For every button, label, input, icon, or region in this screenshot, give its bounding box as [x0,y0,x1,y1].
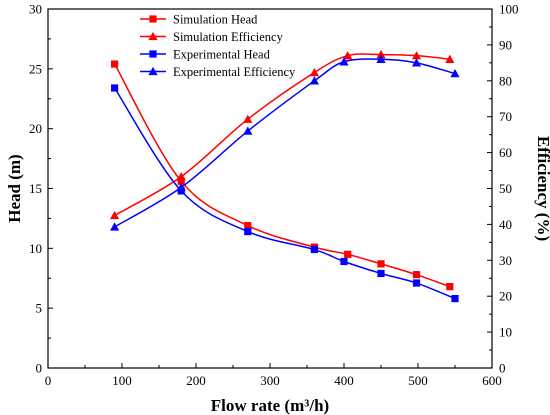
y-right-tick-label: 100 [499,2,519,17]
series-1-point [243,114,253,123]
y-right-tick-label: 30 [499,253,512,268]
series-0-point [177,177,185,185]
legend-marker-3 [148,66,158,76]
y-right-tick-label: 50 [499,181,512,196]
series-3-point [376,54,386,63]
x-tick-label: 300 [260,373,280,388]
series-2-point [244,227,252,236]
y-right-tick-label: 90 [499,37,512,52]
series-2-point [310,245,318,254]
series-2-point [340,257,348,266]
series-3-point [309,76,319,85]
series-0-point [412,271,421,279]
y-right-tick-label: 40 [499,217,512,232]
y-left-tick-label: 30 [29,2,42,17]
series-0-point [244,221,252,230]
x-tick-label: 100 [112,373,132,388]
series-0-point [111,60,119,68]
x-tick-label: 400 [334,373,354,388]
series-1-point [176,172,186,181]
series-line-2 [113,87,456,300]
x-axis-title: Flow rate (m³/h) [211,396,329,415]
y-right-tick-label: 10 [499,325,512,340]
y-left-tick-label: 25 [29,61,42,76]
legend-label-3: Experimental Efficiency [173,65,296,79]
x-tick-label: 500 [408,373,428,388]
series-1-point [309,67,319,77]
y-left-tick-label: 5 [36,301,43,316]
legend-label-2: Experimental Head [173,48,271,62]
series-0-point [344,250,352,258]
series-0-point [377,260,385,268]
y-right-tick-label: 0 [499,361,506,376]
y-right-tick-label: 80 [499,73,512,88]
legend-label-0: Simulation Head [173,13,258,27]
y-left-tick-label: 20 [29,121,42,136]
series-3-point [243,126,253,135]
series-3-point [110,222,120,231]
series-1-point [343,51,353,60]
series-1-point [376,49,386,59]
series-2-point [451,294,459,303]
series-2-point [412,279,421,287]
y-right-tick-label: 60 [499,145,512,160]
series-line-3 [114,58,456,228]
legend-marker-1 [148,31,158,41]
series-3-point [411,58,422,67]
legend-label-1: Simulation Efficiency [173,30,284,44]
x-tick-label: 0 [45,373,52,388]
y-left-axis-title: Head (m) [5,154,24,222]
series-3-point [450,69,460,78]
y-left-tick-label: 0 [36,361,43,376]
series-line-0 [113,63,451,288]
y-right-tick-label: 70 [499,109,512,124]
y-right-axis-title: Efficiency (%) [534,136,550,241]
series-3-point [176,182,186,192]
series-line-1 [114,53,450,217]
legend-marker-2 [149,50,157,58]
y-left-tick-label: 10 [29,241,42,256]
legend-marker-0 [149,15,157,23]
series-2-point [377,269,385,278]
series-1-point [110,210,120,220]
series-3-point [339,57,349,66]
x-tick-label: 200 [186,373,206,388]
y-left-tick-label: 15 [29,181,42,196]
series-2-point [111,84,119,92]
y-right-tick-label: 20 [499,289,512,304]
x-tick-label: 600 [482,373,502,388]
series-1-point [411,51,422,60]
series-0-point [446,283,454,291]
series-1-point [445,54,455,63]
